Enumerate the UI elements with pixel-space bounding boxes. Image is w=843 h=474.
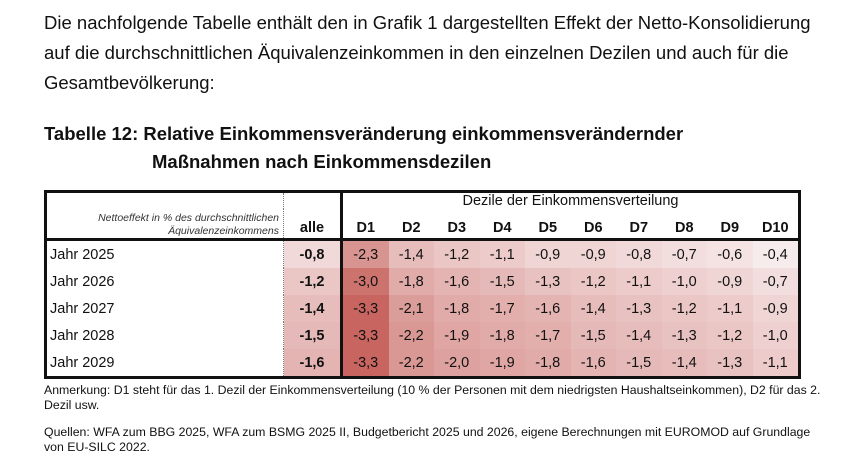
- cell-d8: -1,4: [661, 349, 707, 378]
- header-alle: alle: [283, 191, 343, 241]
- table-title-line2: Maßnahmen nach Einkommensdezilen: [152, 151, 492, 172]
- cell-d2: -2,2: [388, 349, 434, 378]
- cell-d8: -1,3: [661, 322, 707, 349]
- cell-d9: -1,2: [707, 322, 753, 349]
- corner-label: Nettoeffekt in % des durchschnittlichen Ä…: [45, 191, 284, 241]
- cell-d6: -1,6: [570, 349, 616, 378]
- table-row: Jahr 2025 -0,8 -2,3 -1,4 -1,2 -1,1 -0,9 -0,9 -0,…: [45, 239, 800, 268]
- cell-d7: -1,5: [616, 349, 662, 378]
- cell-d2: -1,4: [388, 239, 434, 268]
- table-row: Jahr 2026 -1,2 -3,0 -1,8 -1,6 -1,5 -1,3 -1,2 -1,…: [45, 268, 800, 295]
- header-d5: D5: [525, 209, 571, 241]
- cell-d7: -1,1: [616, 268, 662, 295]
- header-d4: D4: [479, 209, 525, 241]
- cell-d6: -1,2: [570, 268, 616, 295]
- cell-d4: -1,5: [479, 268, 525, 295]
- cell-d10: -0,9: [752, 295, 800, 322]
- cell-d5: -0,9: [525, 239, 571, 268]
- cell-d10: -1,0: [752, 322, 800, 349]
- cell-d8: -1,0: [661, 268, 707, 295]
- cell-d1: -2,3: [341, 239, 389, 268]
- cell-d2: -2,2: [388, 322, 434, 349]
- row-label: Jahr 2028: [45, 322, 284, 349]
- note-anmerkung: Anmerkung: D1 steht für das 1. Dezil der…: [44, 383, 821, 412]
- header-d1: D1: [341, 209, 389, 241]
- header-d9: D9: [707, 209, 753, 241]
- intro-paragraph: Die nachfolgende Tabelle enthält den in …: [44, 12, 811, 93]
- cell-d7: -1,4: [616, 322, 662, 349]
- cell-d3: -2,0: [434, 349, 480, 378]
- header-d10: D10: [752, 209, 800, 241]
- cell-d9: -0,9: [707, 268, 753, 295]
- cell-d4: -1,1: [479, 239, 525, 268]
- cell-d10: -0,4: [752, 239, 800, 268]
- table-row: Jahr 2027 -1,4 -3,3 -2,1 -1,8 -1,7 -1,6 -1,4 -1,…: [45, 295, 800, 322]
- cell-d8: -1,2: [661, 295, 707, 322]
- note-quellen: Quellen: WFA zum BBG 2025, WFA zum BSMG …: [44, 425, 811, 454]
- table-row: Jahr 2029 -1,6 -3,3 -2,2 -2,0 -1,9 -1,8 -1,6 -1,…: [45, 349, 800, 378]
- cell-d8: -0,7: [661, 239, 707, 268]
- cell-d3: -1,8: [434, 295, 480, 322]
- cell-d3: -1,9: [434, 322, 480, 349]
- cell-d6: -1,5: [570, 322, 616, 349]
- cell-alle: -1,5: [283, 322, 343, 349]
- cell-alle: -1,4: [283, 295, 343, 322]
- cell-d2: -1,8: [388, 268, 434, 295]
- header-d6: D6: [570, 209, 616, 241]
- cell-d4: -1,7: [479, 295, 525, 322]
- corner-label-line2: Äquivalenzeinkommens: [168, 225, 279, 237]
- cell-d9: -0,6: [707, 239, 753, 268]
- cell-d1: -3,0: [341, 268, 389, 295]
- table-title: Tabelle 12: Relative Einkommensveränderu…: [44, 120, 683, 176]
- table-row: Jahr 2028 -1,5 -3,3 -2,2 -1,9 -1,8 -1,7 -1,5 -1,…: [45, 322, 800, 349]
- corner-label-line1: Nettoeffekt in % des durchschnittlichen: [98, 212, 279, 224]
- cell-d10: -0,7: [752, 268, 800, 295]
- cell-d2: -2,1: [388, 295, 434, 322]
- cell-d1: -3,3: [341, 322, 389, 349]
- cell-d6: -1,4: [570, 295, 616, 322]
- cell-d5: -1,8: [525, 349, 571, 378]
- cell-d9: -1,1: [707, 295, 753, 322]
- cell-alle: -1,2: [283, 268, 343, 295]
- cell-alle: -1,6: [283, 349, 343, 378]
- row-label: Jahr 2027: [45, 295, 284, 322]
- cell-d4: -1,8: [479, 322, 525, 349]
- header-d8: D8: [661, 209, 707, 241]
- cell-d1: -3,3: [341, 349, 389, 378]
- row-label: Jahr 2026: [45, 268, 284, 295]
- row-label: Jahr 2025: [45, 239, 284, 268]
- row-label: Jahr 2029: [45, 349, 284, 378]
- cell-d3: -1,6: [434, 268, 480, 295]
- cell-d7: -1,3: [616, 295, 662, 322]
- income-change-table: Nettoeffekt in % des durchschnittlichen Ä…: [44, 190, 801, 379]
- header-d7: D7: [616, 209, 662, 241]
- cell-d4: -1,9: [479, 349, 525, 378]
- header-d3: D3: [434, 209, 480, 241]
- cell-d7: -0,8: [616, 239, 662, 268]
- cell-d5: -1,7: [525, 322, 571, 349]
- cell-d5: -1,6: [525, 295, 571, 322]
- header-decile-group: Dezile der Einkommensverteilung: [462, 193, 679, 209]
- cell-d6: -0,9: [570, 239, 616, 268]
- cell-d1: -3,3: [341, 295, 389, 322]
- header-d2: D2: [388, 209, 434, 241]
- cell-alle: -0,8: [283, 239, 343, 268]
- cell-d9: -1,3: [707, 349, 753, 378]
- cell-d5: -1,3: [525, 268, 571, 295]
- cell-d10: -1,1: [752, 349, 800, 378]
- cell-d3: -1,2: [434, 239, 480, 268]
- table-title-line1: Tabelle 12: Relative Einkommensveränderu…: [44, 123, 684, 144]
